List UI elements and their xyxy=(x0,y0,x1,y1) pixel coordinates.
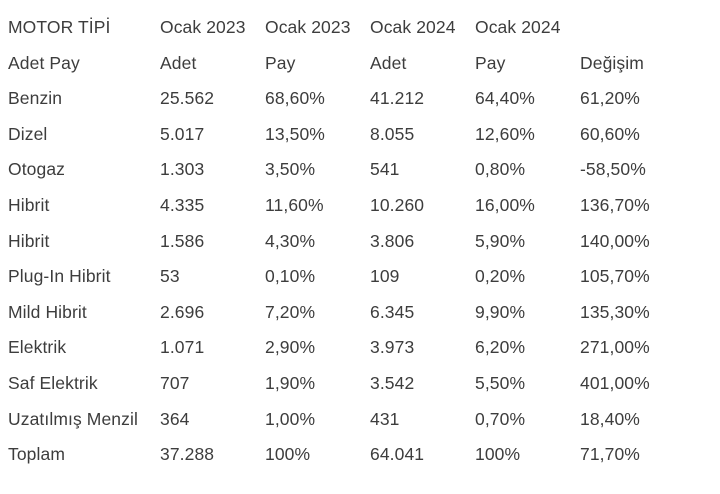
column-header-adet-2024: Adet xyxy=(370,52,407,73)
cell-uzatilmis-menzil-pay-2023: 1,00% xyxy=(265,408,316,429)
cell-otogaz-pay-2024: 0,80% xyxy=(475,159,526,180)
cell-plug-in-hibrit-pay-2023: 0,10% xyxy=(265,266,316,287)
cell-otogaz-adet-2023: 1.303 xyxy=(160,159,205,180)
cell-plug-in-hibrit-pay-2024: 0,20% xyxy=(475,266,526,287)
cell-mild-hibrit-adet-2024: 6.345 xyxy=(370,301,415,322)
table-title: MOTOR TİPİ xyxy=(8,17,111,38)
year-header-ocak-2024-adet: Ocak 2024 xyxy=(370,17,456,38)
row-label-hibrit-1: Hibrit xyxy=(8,195,50,216)
cell-otogaz-pay-2023: 3,50% xyxy=(265,159,316,180)
cell-benzin-adet-2023: 25.562 xyxy=(160,88,215,109)
column-header-pay-2024: Pay xyxy=(475,52,506,73)
cell-dizel-pay-2024: 12,60% xyxy=(475,123,535,144)
column-header-pay-2023: Pay xyxy=(265,52,296,73)
row-label-dizel: Dizel xyxy=(8,123,48,144)
cell-uzatilmis-menzil-degisim: 18,40% xyxy=(580,408,640,429)
cell-mild-hibrit-adet-2023: 2.696 xyxy=(160,301,205,322)
row-label-saf-elektrik: Saf Elektrik xyxy=(8,372,98,393)
cell-elektrik-pay-2023: 2,90% xyxy=(265,337,316,358)
cell-saf-elektrik-pay-2024: 5,50% xyxy=(475,372,526,393)
cell-elektrik-adet-2023: 1.071 xyxy=(160,337,205,358)
cell-mild-hibrit-degisim: 135,30% xyxy=(580,301,650,322)
cell-hibrit-2-degisim: 140,00% xyxy=(580,230,650,251)
cell-benzin-pay-2024: 64,40% xyxy=(475,88,535,109)
cell-hibrit-2-adet-2024: 3.806 xyxy=(370,230,415,251)
column-header-adet-pay: Adet Pay xyxy=(8,52,80,73)
cell-toplam-pay-2024: 100% xyxy=(475,444,521,465)
row-label-otogaz: Otogaz xyxy=(8,159,66,180)
cell-toplam-pay-2023: 100% xyxy=(265,444,311,465)
cell-saf-elektrik-adet-2023: 707 xyxy=(160,372,190,393)
cell-benzin-adet-2024: 41.212 xyxy=(370,88,425,109)
column-header-degisim: Değişim xyxy=(580,52,644,73)
year-header-ocak-2023-adet: Ocak 2023 xyxy=(160,17,246,38)
cell-benzin-degisim: 61,20% xyxy=(580,88,640,109)
cell-toplam-degisim: 71,70% xyxy=(580,444,640,465)
cell-hibrit-1-pay-2024: 16,00% xyxy=(475,195,535,216)
cell-otogaz-degisim: -58,50% xyxy=(580,159,646,180)
row-label-toplam: Toplam xyxy=(8,444,66,465)
cell-dizel-pay-2023: 13,50% xyxy=(265,123,325,144)
cell-hibrit-1-pay-2023: 11,60% xyxy=(265,195,324,216)
cell-saf-elektrik-pay-2023: 1,90% xyxy=(265,372,316,393)
cell-toplam-adet-2023: 37.288 xyxy=(160,444,215,465)
cell-otogaz-adet-2024: 541 xyxy=(370,159,400,180)
cell-plug-in-hibrit-adet-2024: 109 xyxy=(370,266,400,287)
cell-hibrit-2-pay-2024: 5,90% xyxy=(475,230,526,251)
cell-elektrik-adet-2024: 3.973 xyxy=(370,337,415,358)
cell-plug-in-hibrit-adet-2023: 53 xyxy=(160,266,180,287)
cell-dizel-degisim: 60,60% xyxy=(580,123,640,144)
cell-hibrit-1-adet-2023: 4.335 xyxy=(160,195,205,216)
column-header-adet-2023: Adet xyxy=(160,52,197,73)
cell-hibrit-2-pay-2023: 4,30% xyxy=(265,230,316,251)
cell-saf-elektrik-adet-2024: 3.542 xyxy=(370,372,415,393)
cell-saf-elektrik-degisim: 401,00% xyxy=(580,372,650,393)
year-header-ocak-2023-pay: Ocak 2023 xyxy=(265,17,351,38)
cell-benzin-pay-2023: 68,60% xyxy=(265,88,325,109)
row-label-uzatilmis-menzil: Uzatılmış Menzil xyxy=(8,408,138,429)
cell-plug-in-hibrit-degisim: 105,70% xyxy=(580,266,650,287)
year-header-empty xyxy=(580,10,720,46)
cell-dizel-adet-2023: 5.017 xyxy=(160,123,205,144)
motor-type-table: MOTOR TİPİ Ocak 2023 Ocak 2023 Ocak 2024… xyxy=(8,10,720,465)
row-label-mild-hibrit: Mild Hibrit xyxy=(8,301,87,322)
cell-dizel-adet-2024: 8.055 xyxy=(370,123,415,144)
row-label-elektrik: Elektrik xyxy=(8,337,67,358)
row-label-benzin: Benzin xyxy=(8,88,63,109)
cell-mild-hibrit-pay-2024: 9,90% xyxy=(475,301,526,322)
cell-toplam-adet-2024: 64.041 xyxy=(370,444,425,465)
cell-hibrit-1-adet-2024: 10.260 xyxy=(370,195,425,216)
year-header-ocak-2024-pay: Ocak 2024 xyxy=(475,17,561,38)
cell-hibrit-2-adet-2023: 1.586 xyxy=(160,230,205,251)
row-label-hibrit-2: Hibrit xyxy=(8,230,50,251)
cell-uzatilmis-menzil-adet-2023: 364 xyxy=(160,408,190,429)
cell-uzatilmis-menzil-adet-2024: 431 xyxy=(370,408,400,429)
cell-mild-hibrit-pay-2023: 7,20% xyxy=(265,301,316,322)
cell-hibrit-1-degisim: 136,70% xyxy=(580,195,650,216)
cell-uzatilmis-menzil-pay-2024: 0,70% xyxy=(475,408,526,429)
cell-elektrik-pay-2024: 6,20% xyxy=(475,337,526,358)
cell-elektrik-degisim: 271,00% xyxy=(580,337,650,358)
row-label-plug-in-hibrit: Plug-In Hibrit xyxy=(8,266,111,287)
